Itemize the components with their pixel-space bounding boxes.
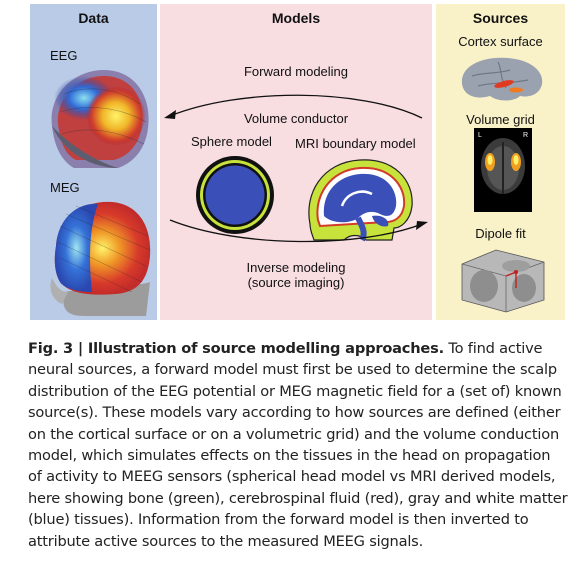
meg-head-image (50, 201, 151, 316)
volume-grid-image: L R (474, 128, 532, 212)
data-panel: Data EEG MEG (30, 4, 157, 320)
volume-conductor-label: Volume conductor (243, 111, 349, 126)
forward-arrow-icon (164, 94, 423, 119)
grid-right-marker: R (523, 132, 528, 139)
figure-caption: Fig. 3 | Illustration of source modellin… (28, 338, 568, 552)
cortex-surface-image (461, 57, 543, 101)
figure: Data EEG MEG (30, 4, 565, 320)
inverse-modeling-label: Inverse modeling (246, 260, 346, 275)
sources-panel-title: Sources (472, 10, 529, 26)
models-panel: Models Forward modeling Volume conductor… (160, 4, 432, 320)
mri-boundary-model-image (308, 159, 413, 242)
sphere-model-image (196, 156, 274, 234)
mri-boundary-model-label: MRI boundary model (295, 136, 416, 151)
caption-label: Fig. 3 | Illustration of source modellin… (28, 340, 444, 357)
source-imaging-label: (source imaging) (247, 275, 345, 290)
volume-grid-label: Volume grid (466, 112, 535, 127)
sources-panel: Sources Cortex surface Volume grid L R D… (436, 4, 565, 320)
dipole-fit-image (461, 249, 545, 313)
meg-label: MEG (50, 180, 80, 195)
models-panel-title: Models (271, 10, 321, 26)
inverse-arrow-icon (169, 219, 428, 243)
sphere-model-label: Sphere model (191, 134, 272, 149)
cortex-surface-label: Cortex surface (458, 34, 543, 49)
forward-modeling-label: Forward modeling (243, 64, 349, 79)
eeg-label: EEG (50, 48, 78, 63)
dipole-fit-label: Dipole fit (475, 226, 526, 241)
caption-text: To find active neural sources, a forward… (28, 340, 568, 550)
grid-left-marker: L (478, 132, 482, 139)
data-panel-title: Data (78, 10, 109, 26)
eeg-head-image (51, 70, 149, 168)
